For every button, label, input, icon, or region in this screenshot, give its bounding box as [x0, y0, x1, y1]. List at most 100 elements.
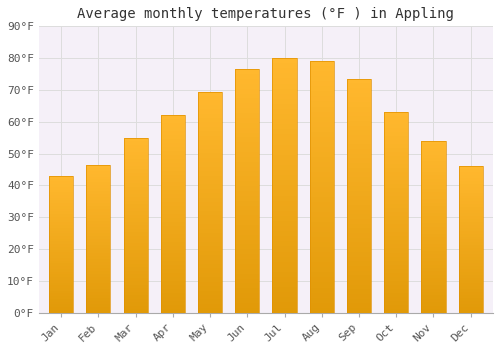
Bar	[384, 176, 408, 180]
Bar	[458, 198, 483, 201]
Bar	[198, 136, 222, 140]
Bar	[310, 172, 334, 177]
Bar	[458, 310, 483, 313]
Bar	[272, 241, 296, 246]
Bar	[124, 309, 148, 313]
Bar	[347, 186, 371, 191]
Bar	[49, 219, 73, 222]
Bar	[310, 308, 334, 313]
Bar	[160, 198, 185, 202]
Bar	[310, 237, 334, 242]
Bar	[310, 157, 334, 162]
Bar	[384, 296, 408, 301]
Bar	[160, 246, 185, 250]
Bar	[384, 276, 408, 281]
Bar	[49, 304, 73, 307]
Bar	[384, 245, 408, 248]
Bar	[310, 132, 334, 137]
Bar	[458, 245, 483, 248]
Bar	[310, 182, 334, 187]
Bar	[160, 178, 185, 182]
Bar	[235, 220, 260, 225]
Bar	[384, 248, 408, 252]
Bar	[124, 173, 148, 176]
Bar	[310, 202, 334, 207]
Bar	[384, 268, 408, 273]
Bar	[235, 142, 260, 147]
Bar	[384, 112, 408, 313]
Bar	[347, 107, 371, 112]
Bar	[347, 266, 371, 271]
Bar	[124, 243, 148, 246]
Bar	[160, 194, 185, 198]
Bar	[422, 306, 446, 309]
Bar	[384, 180, 408, 184]
Bar	[160, 175, 185, 178]
Bar	[49, 225, 73, 228]
Bar	[347, 303, 371, 308]
Bar	[124, 162, 148, 166]
Bar	[160, 273, 185, 277]
Bar	[384, 216, 408, 221]
Bar	[347, 140, 371, 144]
Bar	[347, 257, 371, 261]
Bar	[384, 144, 408, 148]
Bar	[49, 228, 73, 231]
Bar	[422, 278, 446, 282]
Bar	[272, 94, 296, 99]
Bar	[347, 261, 371, 266]
Bar	[124, 169, 148, 173]
Bar	[160, 250, 185, 253]
Bar	[235, 215, 260, 220]
Bar	[235, 103, 260, 108]
Bar	[422, 210, 446, 213]
Bar	[458, 260, 483, 263]
Bar	[384, 136, 408, 140]
Bar	[458, 298, 483, 301]
Bar	[124, 208, 148, 211]
Bar	[124, 155, 148, 159]
Bar	[347, 238, 371, 243]
Bar	[198, 91, 222, 96]
Bar	[384, 193, 408, 196]
Bar	[347, 168, 371, 172]
Bar	[235, 293, 260, 298]
Bar	[160, 127, 185, 131]
Bar	[49, 233, 73, 236]
Bar	[458, 248, 483, 251]
Bar	[49, 269, 73, 272]
Bar	[198, 246, 222, 251]
Bar	[198, 158, 222, 162]
Bar	[422, 282, 446, 285]
Bar	[272, 74, 296, 78]
Bar	[384, 229, 408, 232]
Bar	[422, 161, 446, 165]
Bar	[198, 96, 222, 100]
Bar	[272, 99, 296, 104]
Bar	[384, 201, 408, 204]
Bar	[235, 162, 260, 167]
Bar	[272, 104, 296, 109]
Bar	[422, 144, 446, 148]
Bar	[86, 310, 110, 313]
Bar	[384, 140, 408, 144]
Bar	[272, 252, 296, 257]
Bar	[86, 283, 110, 286]
Bar	[272, 89, 296, 94]
Bar	[458, 239, 483, 243]
Bar	[86, 298, 110, 301]
Bar	[160, 230, 185, 234]
Bar	[422, 237, 446, 240]
Bar	[49, 294, 73, 296]
Bar	[124, 176, 148, 180]
Bar	[124, 194, 148, 197]
Bar	[422, 275, 446, 278]
Bar	[49, 176, 73, 178]
Bar	[384, 293, 408, 296]
Bar	[384, 260, 408, 265]
Bar	[235, 279, 260, 284]
Bar	[347, 285, 371, 289]
Bar	[124, 239, 148, 243]
Bar	[347, 252, 371, 257]
Bar	[235, 138, 260, 142]
